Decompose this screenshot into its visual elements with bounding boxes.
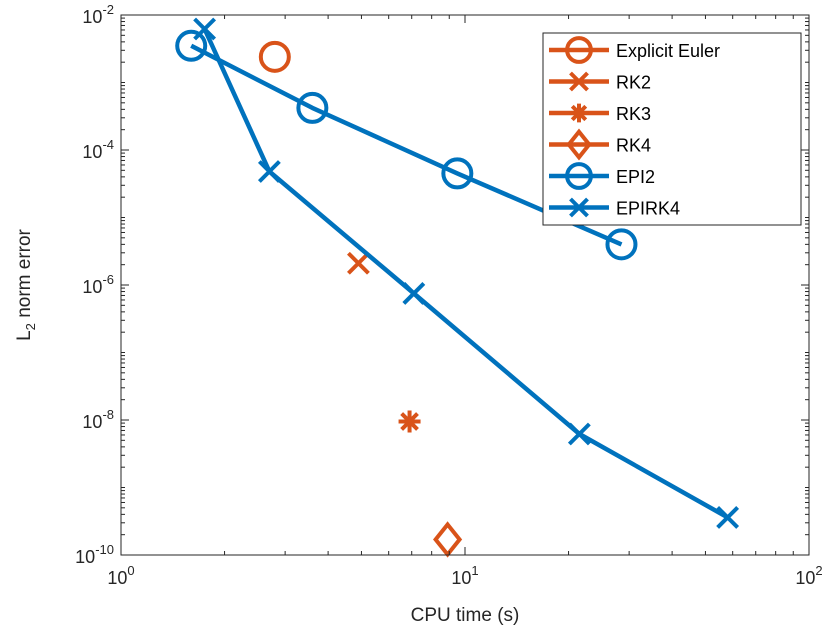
data-point — [257, 160, 281, 183]
legend-box — [542, 32, 802, 226]
legend-item: Explicit Euler — [549, 36, 720, 64]
legend-label: RK2 — [616, 73, 651, 93]
axes-layer — [120, 14, 810, 556]
legend-marker — [569, 71, 589, 92]
series-epi2 — [175, 29, 638, 261]
y-tick-label: 10-6 — [82, 272, 114, 297]
data-point — [441, 157, 474, 190]
data-point — [716, 506, 740, 529]
y-axis-label-rest: norm error — [14, 228, 35, 323]
data-point — [193, 17, 217, 41]
legend-label: EPIRK4 — [616, 199, 680, 219]
legend-label: Explicit Euler — [616, 41, 720, 61]
legend-label: RK3 — [616, 104, 651, 124]
y-tick-label: 10-2 — [82, 2, 114, 27]
y-axis-label-main: L — [14, 330, 35, 341]
x-tick-label: 101 — [451, 563, 478, 588]
series-epirk4 — [193, 17, 740, 529]
x-tick-label: 100 — [107, 563, 134, 588]
legend: Explicit Euler RK2 RK3 RK4 EPI2 EPIRK4 — [542, 32, 802, 226]
x-tick-label: 102 — [795, 563, 822, 588]
y-tick-label: 10-10 — [75, 542, 114, 567]
data-point — [402, 282, 426, 305]
data-point — [258, 40, 291, 73]
legend-item: RK3 — [549, 103, 651, 124]
data-point — [296, 91, 329, 124]
legend-marker — [565, 162, 593, 190]
legend-item: EPIRK4 — [549, 197, 680, 219]
series-explicit-euler — [258, 40, 291, 73]
legend-marker — [565, 36, 593, 64]
data-point — [433, 521, 463, 558]
legend-marker — [569, 197, 589, 218]
series-layer — [175, 17, 740, 558]
series-rk4 — [433, 521, 463, 558]
y-tick-label: 10-4 — [82, 137, 114, 162]
y-axis-label: L2 norm error — [14, 228, 38, 340]
series-line — [190, 43, 623, 247]
legend-item: RK4 — [549, 128, 651, 161]
data-point — [175, 29, 208, 62]
legend-marker — [566, 128, 592, 161]
legend-label: RK4 — [616, 136, 651, 156]
data-point — [398, 410, 421, 433]
y-tick-label: 10-8 — [82, 407, 114, 432]
tick-labels: 100 101 102 10-2 10-4 10-6 10-8 10-10 — [75, 2, 822, 588]
legend-label: EPI2 — [616, 167, 655, 187]
legend-marker — [569, 103, 589, 123]
data-point — [567, 422, 591, 446]
y-axis-label-subscript: 2 — [23, 323, 38, 330]
x-axis-label: CPU time (s) — [411, 605, 520, 626]
series-rk3 — [398, 410, 421, 433]
series-rk2 — [347, 251, 370, 275]
data-point — [347, 251, 370, 275]
data-point — [605, 228, 638, 261]
legend-item: EPI2 — [549, 162, 655, 190]
legend-item: RK2 — [549, 71, 651, 93]
